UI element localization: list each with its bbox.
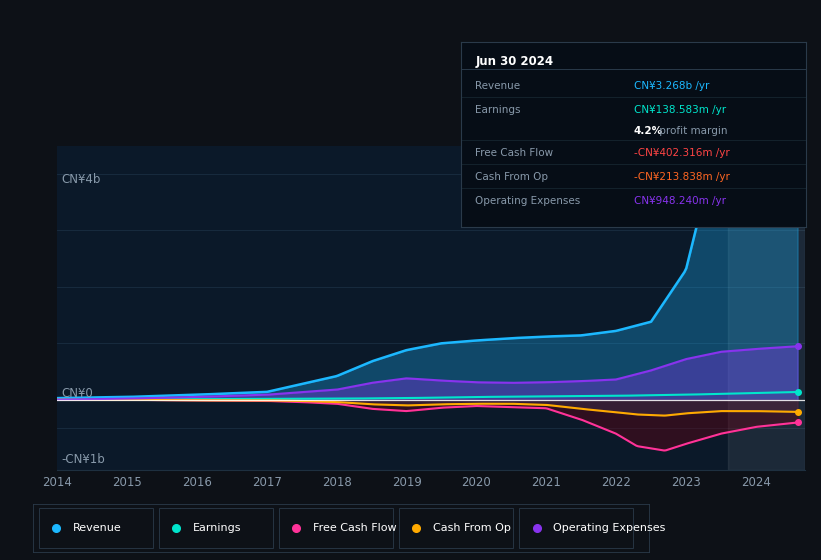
Text: CN¥4b: CN¥4b (61, 173, 100, 186)
Text: CN¥138.583m /yr: CN¥138.583m /yr (634, 105, 726, 115)
Text: Earnings: Earnings (193, 523, 241, 533)
Text: profit margin: profit margin (656, 125, 727, 136)
Text: -CN¥1b: -CN¥1b (61, 452, 105, 465)
Text: -CN¥402.316m /yr: -CN¥402.316m /yr (634, 148, 730, 158)
Text: Operating Expenses: Operating Expenses (475, 196, 580, 206)
Text: Earnings: Earnings (475, 105, 521, 115)
Text: Revenue: Revenue (475, 81, 521, 91)
Text: Free Cash Flow: Free Cash Flow (313, 523, 397, 533)
Text: Jun 30 2024: Jun 30 2024 (475, 55, 553, 68)
Text: Operating Expenses: Operating Expenses (553, 523, 666, 533)
Text: Free Cash Flow: Free Cash Flow (475, 148, 553, 158)
Text: Cash From Op: Cash From Op (433, 523, 511, 533)
Text: -CN¥213.838m /yr: -CN¥213.838m /yr (634, 172, 730, 182)
Text: Cash From Op: Cash From Op (475, 172, 548, 182)
Text: Revenue: Revenue (73, 523, 122, 533)
Text: CN¥0: CN¥0 (61, 386, 93, 399)
Text: 4.2%: 4.2% (634, 125, 663, 136)
Text: CN¥948.240m /yr: CN¥948.240m /yr (634, 196, 726, 206)
Bar (727, 146, 805, 470)
Text: CN¥3.268b /yr: CN¥3.268b /yr (634, 81, 709, 91)
